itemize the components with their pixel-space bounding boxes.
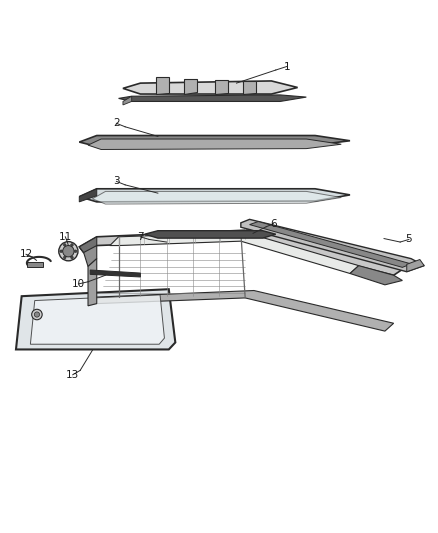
Polygon shape <box>79 237 97 253</box>
Polygon shape <box>123 96 132 105</box>
Polygon shape <box>79 246 97 266</box>
Polygon shape <box>250 222 411 268</box>
Text: 12: 12 <box>19 249 33 259</box>
Polygon shape <box>16 289 175 350</box>
Polygon shape <box>350 265 403 285</box>
Polygon shape <box>145 231 276 238</box>
Text: 6: 6 <box>270 219 277 229</box>
Polygon shape <box>123 81 297 94</box>
Circle shape <box>59 241 78 261</box>
Polygon shape <box>79 189 350 202</box>
Polygon shape <box>92 191 341 204</box>
Polygon shape <box>79 229 407 275</box>
Circle shape <box>60 250 63 253</box>
Polygon shape <box>241 220 424 272</box>
Circle shape <box>34 312 39 317</box>
Text: 1: 1 <box>283 61 290 71</box>
Circle shape <box>64 256 66 259</box>
Polygon shape <box>184 79 197 94</box>
Polygon shape <box>88 139 341 149</box>
Text: 2: 2 <box>113 118 120 128</box>
Circle shape <box>74 250 77 253</box>
Circle shape <box>71 256 73 259</box>
Polygon shape <box>215 79 228 94</box>
Polygon shape <box>27 262 43 268</box>
Polygon shape <box>155 77 169 94</box>
Polygon shape <box>243 82 256 94</box>
Text: 5: 5 <box>406 235 412 245</box>
Polygon shape <box>110 232 359 273</box>
Circle shape <box>64 244 66 246</box>
Text: 10: 10 <box>72 279 85 289</box>
Polygon shape <box>90 270 141 277</box>
Circle shape <box>71 244 73 246</box>
Polygon shape <box>119 95 306 101</box>
Polygon shape <box>79 189 97 202</box>
Polygon shape <box>407 260 424 272</box>
Polygon shape <box>30 295 164 344</box>
Text: 7: 7 <box>137 232 144 242</box>
Circle shape <box>63 246 74 257</box>
Text: 13: 13 <box>66 370 79 380</box>
Circle shape <box>32 309 42 320</box>
Text: 3: 3 <box>113 176 120 187</box>
Polygon shape <box>88 290 394 331</box>
Polygon shape <box>79 135 350 147</box>
Polygon shape <box>88 259 97 306</box>
Text: 11: 11 <box>59 232 72 242</box>
